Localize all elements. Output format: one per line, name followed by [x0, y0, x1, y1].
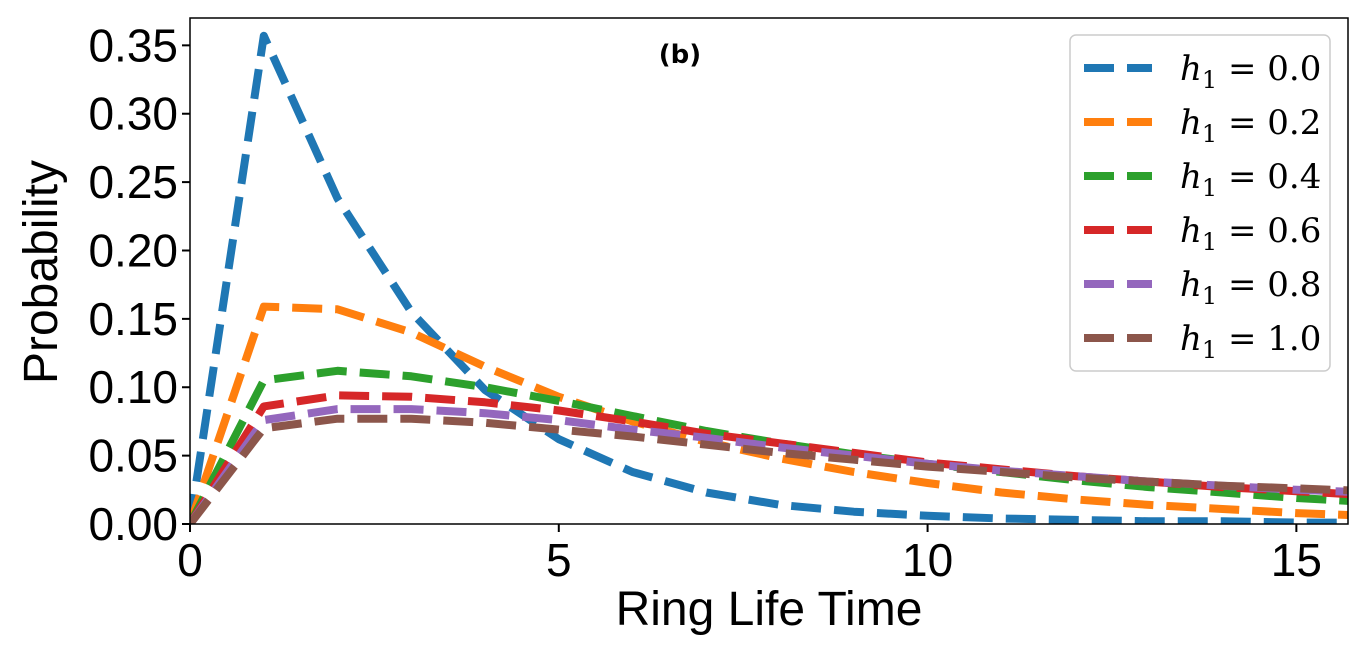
x-tick-label: 5	[546, 534, 572, 586]
x-tick-label: 0	[177, 534, 203, 586]
y-axis-title: Probability	[15, 160, 68, 384]
y-tick-label: 0.00	[88, 498, 178, 550]
y-tick-label: 0.25	[88, 156, 178, 208]
legend-label-2: h1 = 0.4	[1180, 157, 1321, 202]
y-tick-label: 0.15	[88, 293, 178, 345]
series-line-1	[190, 302, 1348, 524]
y-tick-label: 0.20	[88, 224, 178, 276]
x-tick-label: 10	[902, 534, 953, 586]
y-axis: 0.00 0.05 0.10 0.15 0.20 0.25 0.30 0.35	[88, 19, 190, 550]
panel-annotation: (b)	[659, 40, 701, 70]
legend-label-5: h1 = 1.0	[1180, 319, 1321, 364]
series-layer	[190, 31, 1348, 524]
legend: h1 = 0.0 h1 = 0.2 h1 = 0.4 h1 = 0.6 h1 = 0.8…	[1069, 34, 1331, 372]
y-tick-label: 0.05	[88, 430, 178, 482]
x-tick-label: 15	[1271, 534, 1322, 586]
y-tick-label: 0.10	[88, 361, 178, 413]
series-line-2	[190, 366, 1348, 524]
legend-label-0: h1 = 0.0	[1180, 49, 1321, 94]
plot-frame	[189, 17, 1349, 525]
x-axis-title: Ring Life Time	[616, 583, 923, 636]
legend-label-4: h1 = 0.8	[1180, 265, 1321, 310]
legend-label-3: h1 = 0.6	[1180, 211, 1321, 256]
x-axis: 0 5 10 15	[177, 524, 1322, 586]
series-line-5	[190, 414, 1348, 524]
legend-label-1: h1 = 0.2	[1180, 103, 1321, 148]
y-tick-label: 0.30	[88, 88, 178, 140]
y-tick-label: 0.35	[88, 19, 178, 71]
